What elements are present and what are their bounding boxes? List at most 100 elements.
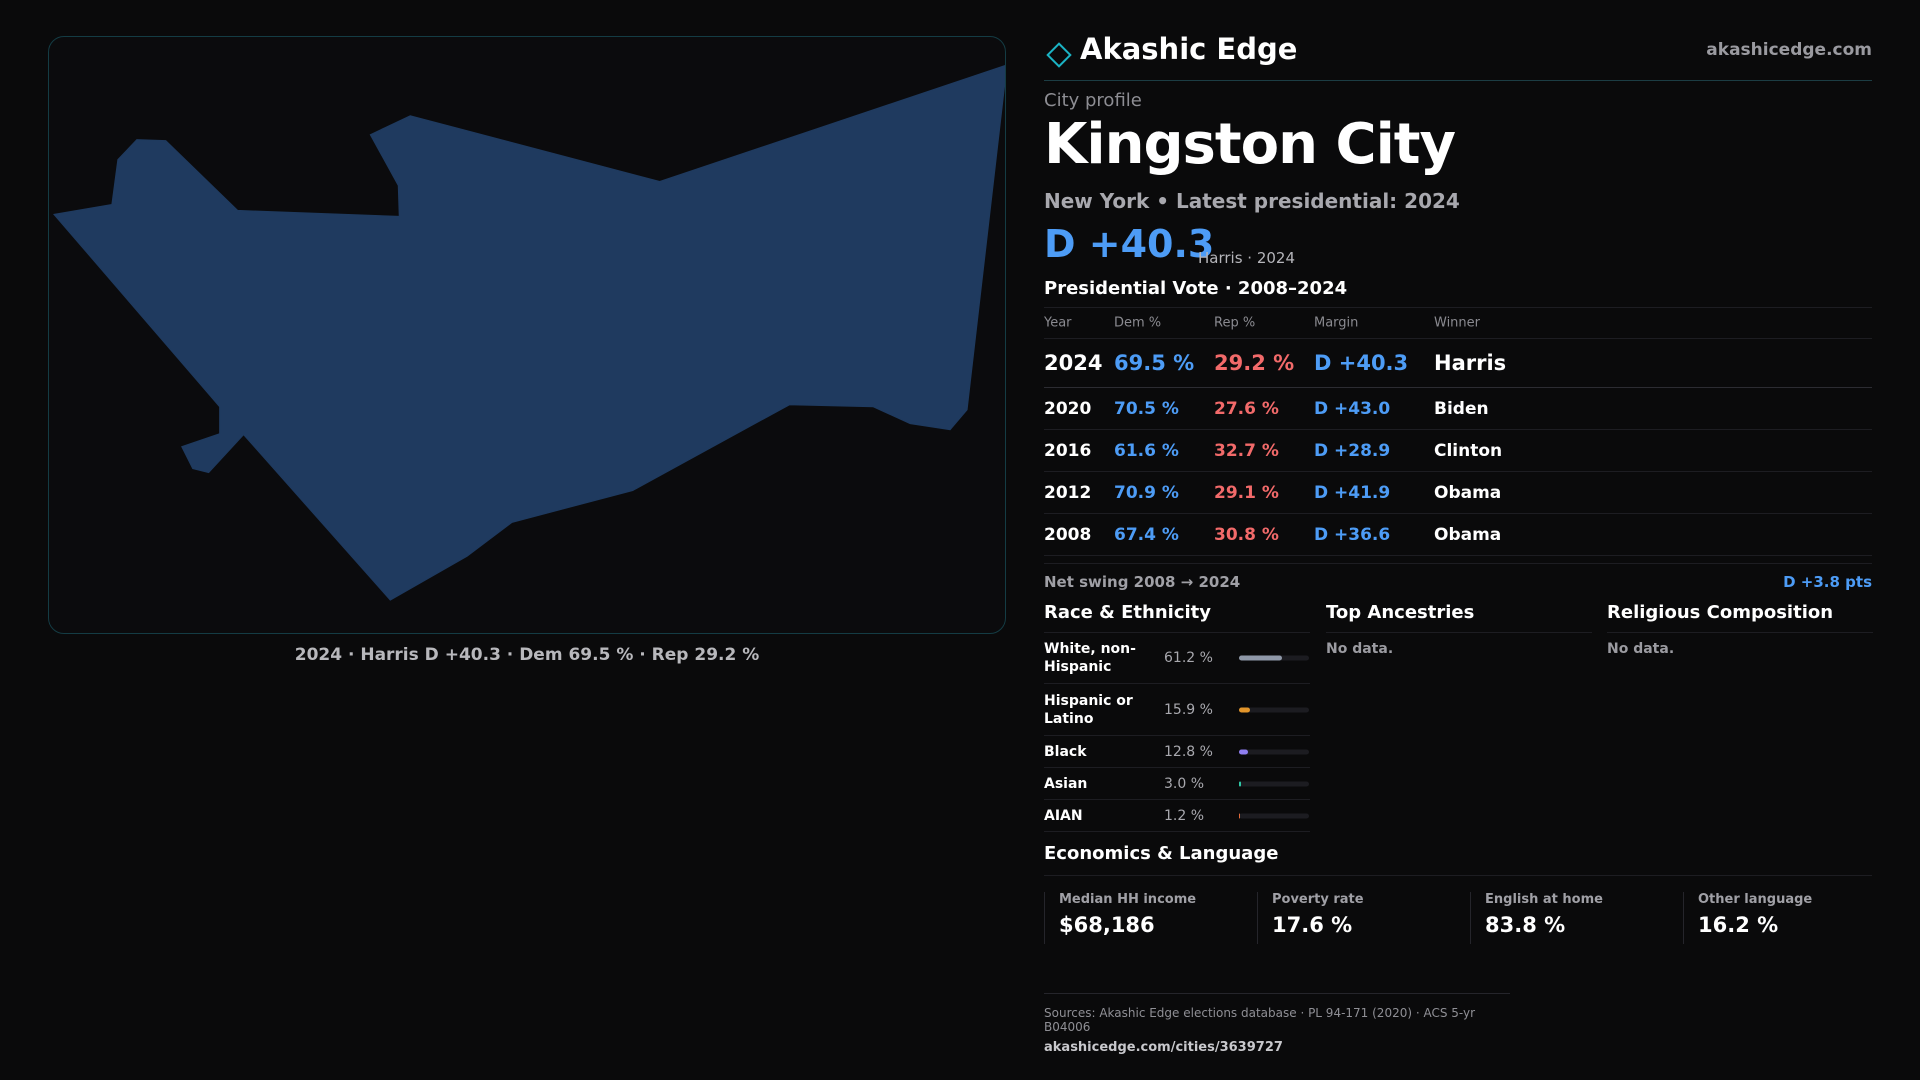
page-title: Kingston City bbox=[1044, 112, 1456, 177]
race-pct: 12.8 % bbox=[1164, 743, 1213, 760]
row-winner: Obama bbox=[1434, 482, 1502, 503]
city-boundary-map bbox=[53, 65, 1005, 601]
col-header-margin: Margin bbox=[1314, 315, 1359, 331]
table-row[interactable]: 2016 61.6 % 32.7 % D +28.9 Clinton bbox=[1044, 430, 1872, 472]
race-row-asian: Asian 3.0 % bbox=[1044, 768, 1310, 800]
col-header-winner: Winner bbox=[1434, 315, 1481, 331]
ancestries-section-header: Top Ancestries bbox=[1326, 600, 1592, 633]
vote-table-header: Year Dem % Rep % Margin Winner bbox=[1044, 308, 1872, 339]
religion-empty: No data. bbox=[1607, 641, 1675, 657]
row-winner: Harris bbox=[1434, 351, 1507, 375]
race-bar-track bbox=[1239, 813, 1309, 818]
row-winner: Obama bbox=[1434, 524, 1502, 545]
vote-table: Year Dem % Rep % Margin Winner 2024 69.5… bbox=[1044, 307, 1872, 556]
stat-label: Other language bbox=[1698, 892, 1813, 907]
row-margin: D +36.6 bbox=[1314, 524, 1391, 545]
race-row-aian: AIAN 1.2 % bbox=[1044, 800, 1310, 832]
stat-label: Median HH income bbox=[1059, 892, 1197, 907]
city-boundary-shape[interactable] bbox=[53, 65, 1005, 601]
row-year: 2012 bbox=[1044, 482, 1092, 503]
race-pct: 15.9 % bbox=[1164, 701, 1213, 718]
row-dem: 70.9 % bbox=[1114, 482, 1179, 503]
row-year: 2016 bbox=[1044, 440, 1092, 461]
race-label: Hispanic or Latino bbox=[1044, 692, 1133, 727]
religion-section: Religious Composition No data. bbox=[1607, 600, 1873, 657]
row-rep: 29.2 % bbox=[1214, 351, 1295, 375]
sources-text: Sources: Akashic Edge elections database… bbox=[1044, 1006, 1476, 1034]
ancestries-empty: No data. bbox=[1326, 641, 1394, 657]
headline-margin-note: Harris · 2024 bbox=[1198, 249, 1296, 267]
col-header-dem: Dem % bbox=[1114, 315, 1162, 331]
source-url-link[interactable]: akashicedge.com/cities/3639727 bbox=[1044, 1040, 1283, 1055]
row-winner: Clinton bbox=[1434, 440, 1503, 461]
table-row[interactable]: 2008 67.4 % 30.8 % D +36.6 Obama bbox=[1044, 514, 1872, 556]
row-year: 2008 bbox=[1044, 524, 1092, 545]
stat-label: Poverty rate bbox=[1272, 892, 1364, 907]
row-dem: 67.4 % bbox=[1114, 524, 1179, 545]
race-section-header: Race & Ethnicity bbox=[1044, 600, 1310, 633]
religion-section-title: Religious Composition bbox=[1607, 602, 1834, 623]
race-bar-fill bbox=[1239, 813, 1241, 818]
brand-header: Akashic Edge akashicedge.com bbox=[1044, 30, 1872, 81]
headline-margin: D +40.3 bbox=[1044, 222, 1215, 266]
table-row[interactable]: 2024 69.5 % 29.2 % D +40.3 Harris bbox=[1044, 339, 1872, 388]
table-row[interactable]: 2020 70.5 % 27.6 % D +43.0 Biden bbox=[1044, 388, 1872, 430]
stat-value: 83.8 % bbox=[1485, 913, 1566, 937]
brand-url-link[interactable]: akashicedge.com bbox=[1706, 40, 1872, 60]
row-rep: 32.7 % bbox=[1214, 440, 1279, 461]
ancestries-section-title: Top Ancestries bbox=[1326, 602, 1475, 623]
stat-poverty-rate: Poverty rate 17.6 % bbox=[1257, 892, 1364, 944]
race-pct: 1.2 % bbox=[1164, 807, 1205, 824]
race-bar-fill bbox=[1239, 781, 1242, 786]
race-bar-track bbox=[1239, 707, 1309, 712]
row-dem: 69.5 % bbox=[1114, 351, 1195, 375]
ancestries-section: Top Ancestries No data. bbox=[1326, 600, 1592, 657]
race-row-white: White, non-Hispanic 61.2 % bbox=[1044, 633, 1310, 684]
net-swing-label: Net swing 2008 → 2024 bbox=[1044, 573, 1241, 591]
race-bar-track bbox=[1239, 749, 1309, 754]
race-label: Asian bbox=[1044, 775, 1088, 792]
row-dem: 61.6 % bbox=[1114, 440, 1179, 461]
race-section-title: Race & Ethnicity bbox=[1044, 602, 1211, 623]
race-label: AIAN bbox=[1044, 807, 1083, 824]
race-pct: 61.2 % bbox=[1164, 650, 1213, 666]
stat-value: 16.2 % bbox=[1698, 913, 1779, 937]
row-rep: 30.8 % bbox=[1214, 524, 1279, 545]
race-bar-track bbox=[1239, 781, 1309, 786]
stat-other-language: Other language 16.2 % bbox=[1683, 892, 1812, 944]
race-row-black: Black 12.8 % bbox=[1044, 736, 1310, 768]
race-label: Black bbox=[1044, 743, 1087, 760]
city-subline: New York • Latest presidential: 2024 bbox=[1044, 189, 1460, 213]
row-year: 2024 bbox=[1044, 351, 1103, 375]
col-header-year: Year bbox=[1044, 315, 1072, 331]
row-rep: 29.1 % bbox=[1214, 482, 1279, 503]
diamond-outline-icon bbox=[1046, 42, 1072, 68]
sources-footer: Sources: Akashic Edge elections database… bbox=[1044, 993, 1510, 1055]
col-header-rep: Rep % bbox=[1214, 315, 1256, 331]
table-row[interactable]: 2012 70.9 % 29.1 % D +41.9 Obama bbox=[1044, 472, 1872, 514]
race-bar-track bbox=[1239, 655, 1309, 661]
race-bar-fill bbox=[1239, 749, 1248, 754]
row-margin: D +41.9 bbox=[1314, 482, 1391, 503]
stat-median-income: Median HH income $68,186 bbox=[1044, 892, 1196, 944]
row-rep: 27.6 % bbox=[1214, 398, 1279, 419]
stat-value: $68,186 bbox=[1059, 913, 1155, 937]
vote-section-title: Presidential Vote · 2008–2024 bbox=[1044, 278, 1348, 299]
race-row-hispanic: Hispanic or Latino 15.9 % bbox=[1044, 684, 1310, 736]
race-ethnicity-section: Race & Ethnicity White, non-Hispanic 61.… bbox=[1044, 600, 1310, 832]
race-bar-fill bbox=[1239, 707, 1251, 712]
row-margin: D +40.3 bbox=[1314, 351, 1409, 375]
stat-english-home: English at home 83.8 % bbox=[1470, 892, 1603, 944]
net-swing-value: D +3.8 pts bbox=[1783, 573, 1872, 591]
row-margin: D +28.9 bbox=[1314, 440, 1391, 461]
race-label: White, non-Hispanic bbox=[1044, 641, 1136, 675]
net-swing-row: Net swing 2008 → 2024 D +3.8 pts bbox=[1044, 563, 1872, 600]
row-margin: D +43.0 bbox=[1314, 398, 1391, 419]
city-map[interactable] bbox=[48, 36, 1006, 634]
row-dem: 70.5 % bbox=[1114, 398, 1179, 419]
map-caption: 2024 · Harris D +40.3 · Dem 69.5 % · Rep… bbox=[294, 645, 760, 665]
economics-section-header: Economics & Language bbox=[1044, 843, 1872, 876]
race-pct: 3.0 % bbox=[1164, 775, 1205, 792]
page-kicker: City profile bbox=[1044, 90, 1142, 111]
row-winner: Biden bbox=[1434, 398, 1489, 419]
